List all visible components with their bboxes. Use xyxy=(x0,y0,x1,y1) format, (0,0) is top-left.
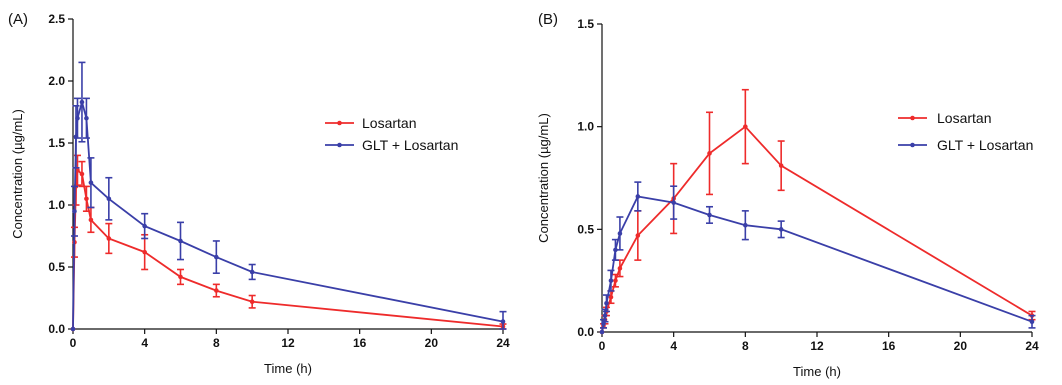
panel-b-y-tick-label: 1.5 xyxy=(577,17,594,31)
panel-a-series-glt-losartan-point xyxy=(500,319,506,324)
panel-b-series-glt-losartan-point xyxy=(1029,319,1035,325)
panel-a-series-glt-losartan-point xyxy=(88,180,94,185)
panel-a-x-tick-label: 12 xyxy=(281,336,295,350)
panel-a-series-glt-losartan-point xyxy=(70,326,76,332)
panel-b-series-glt-losartan-line xyxy=(601,195,1033,333)
panel-a-series-losartan-point xyxy=(214,288,219,293)
panel-b-series-losartan-point xyxy=(635,233,641,238)
panel-a-x-tick-label: 20 xyxy=(425,336,439,350)
panel-a-series-losartan-line xyxy=(72,168,504,330)
panel-b-series-glt-losartan-point xyxy=(617,231,623,236)
panel-b-y-tick-label: 0.5 xyxy=(577,222,594,236)
panel-b-series-glt-losartan-point xyxy=(604,300,609,306)
panel-a-y-tick-label: 1.0 xyxy=(48,198,65,212)
panel-a-legend-marker xyxy=(337,120,342,126)
panel-b-label: (B) xyxy=(538,11,558,28)
panel-b-y-tick-label: 0.0 xyxy=(577,325,594,339)
panel-a-label: (A) xyxy=(8,11,28,28)
panel-b-series-losartan-point xyxy=(617,266,623,271)
panel-b-x-tick-label: 0 xyxy=(599,339,606,353)
panel-b-series-glt-losartan-point xyxy=(743,222,748,228)
panel-a-series-losartan-point xyxy=(178,274,183,280)
panel-a-y-tick-label: 2.5 xyxy=(48,12,65,26)
panel-b-series-losartan-point xyxy=(707,151,712,156)
panel-a-y-tick-label: 1.5 xyxy=(48,136,65,150)
panel-a-x-tick-label: 24 xyxy=(496,336,510,350)
panel-b-series-glt-losartan-point xyxy=(601,321,606,327)
panel-a-series-glt-losartan-point xyxy=(249,269,255,275)
panel-a-series-losartan-point xyxy=(106,236,112,241)
panel-a-y-axis-title: Concentration (µg/mL) xyxy=(10,109,25,239)
panel-a-series-losartan xyxy=(70,154,507,332)
panel-b-legend-label: Losartan xyxy=(937,110,991,126)
panel-a-series-glt-losartan-point xyxy=(72,208,77,214)
panel-a-series-glt-losartan-point xyxy=(73,134,79,140)
panel-a-series-glt-losartan-point xyxy=(84,115,89,121)
panel-b-legend-label: GLT + Losartan xyxy=(937,137,1033,153)
panel-b-legend-glt-losartan: GLT + Losartan xyxy=(898,137,1033,153)
panel-b-series-glt-losartan-point xyxy=(635,194,641,199)
panel-a-legend-label: Losartan xyxy=(362,115,416,131)
panel-a-x-axis-title: Time (h) xyxy=(264,361,312,376)
panel-b-x-tick-label: 16 xyxy=(882,339,896,353)
panel-a-x-tick-label: 0 xyxy=(70,336,77,350)
panel-b-series-losartan-point xyxy=(608,294,614,300)
panel-a-chart: (A) 0.0 0.5 1.0 1.5 2.0 2.5 0 4 8 12 16 20 24 Time (h)… xyxy=(8,11,510,376)
panel-a-series-glt-losartan-point xyxy=(79,99,85,105)
panel-a-series-losartan-point xyxy=(88,217,94,223)
panel-a-y-tick-label: 0.0 xyxy=(48,322,65,336)
panel-a-y-tick-label: 2.0 xyxy=(48,74,65,88)
panel-a-series-glt-losartan-point xyxy=(106,196,112,202)
panel-b-y-tick-label: 1.0 xyxy=(577,120,594,134)
panel-b-series-glt-losartan xyxy=(599,181,1036,335)
panel-b-chart: (B) 0.0 0.5 1.0 1.5 0 4 8 12 16 20 24 Time (h) Concen… xyxy=(536,11,1039,379)
panel-b-series-glt-losartan-point xyxy=(671,200,676,205)
panel-a-legend-marker xyxy=(337,142,342,148)
panel-b-x-tick-label: 20 xyxy=(954,339,968,353)
panel-b-series-glt-losartan-point xyxy=(602,313,608,318)
panel-a-series-glt-losartan-point xyxy=(75,115,80,121)
panel-b-series-losartan-point xyxy=(613,278,618,283)
panel-a-series-glt-losartan-point xyxy=(178,238,183,244)
panel-a-series-glt-losartan xyxy=(70,61,507,332)
panel-b-legend-losartan: Losartan xyxy=(898,110,991,126)
panel-b-x-tick-label: 24 xyxy=(1025,339,1039,353)
panel-a-series-losartan-point xyxy=(84,196,89,202)
panel-a-legend-label: GLT + Losartan xyxy=(362,137,458,153)
panel-a-series-losartan-point xyxy=(75,167,80,173)
panel-b-x-tick-label: 8 xyxy=(742,339,749,353)
panel-a-series-glt-losartan-point xyxy=(142,223,147,229)
panel-b-series-glt-losartan-point xyxy=(608,278,614,283)
panel-b-series-glt-losartan-point xyxy=(707,212,712,218)
panel-a-x-tick-label: 8 xyxy=(213,336,220,350)
panel-a-series-losartan-point xyxy=(249,299,255,305)
panel-a-legend-glt-losartan: GLT + Losartan xyxy=(325,137,458,153)
panel-a-legend-losartan: Losartan xyxy=(325,115,416,131)
panel-b-series-losartan-point xyxy=(778,163,784,168)
panel-a-x-tick-label: 4 xyxy=(141,336,148,350)
panel-a-y-tick-label: 0.5 xyxy=(48,260,65,274)
panel-a-x-tick-label: 16 xyxy=(353,336,367,350)
panel-b-series-glt-losartan-point xyxy=(599,329,605,335)
panel-b-series-glt-losartan-point xyxy=(613,247,618,253)
panel-a-series-glt-losartan-point xyxy=(214,254,219,260)
panel-b-series-losartan-point xyxy=(743,124,748,129)
panel-b-x-tick-label: 4 xyxy=(670,339,677,353)
panel-b-legend-marker xyxy=(910,115,915,121)
panel-b-x-axis-title: Time (h) xyxy=(793,364,841,379)
panel-b-x-tick-label: 12 xyxy=(810,339,824,353)
panel-b-legend-marker xyxy=(910,142,915,148)
panel-b-series-glt-losartan-point xyxy=(778,227,784,232)
panel-a-series-losartan-point xyxy=(142,249,147,255)
panel-b-y-axis-title: Concentration (µg/mL) xyxy=(536,113,551,243)
panel-b-series-losartan xyxy=(599,88,1036,335)
panel-a-series-losartan-point xyxy=(79,171,85,177)
panel-b-series-losartan-line xyxy=(601,125,1033,333)
